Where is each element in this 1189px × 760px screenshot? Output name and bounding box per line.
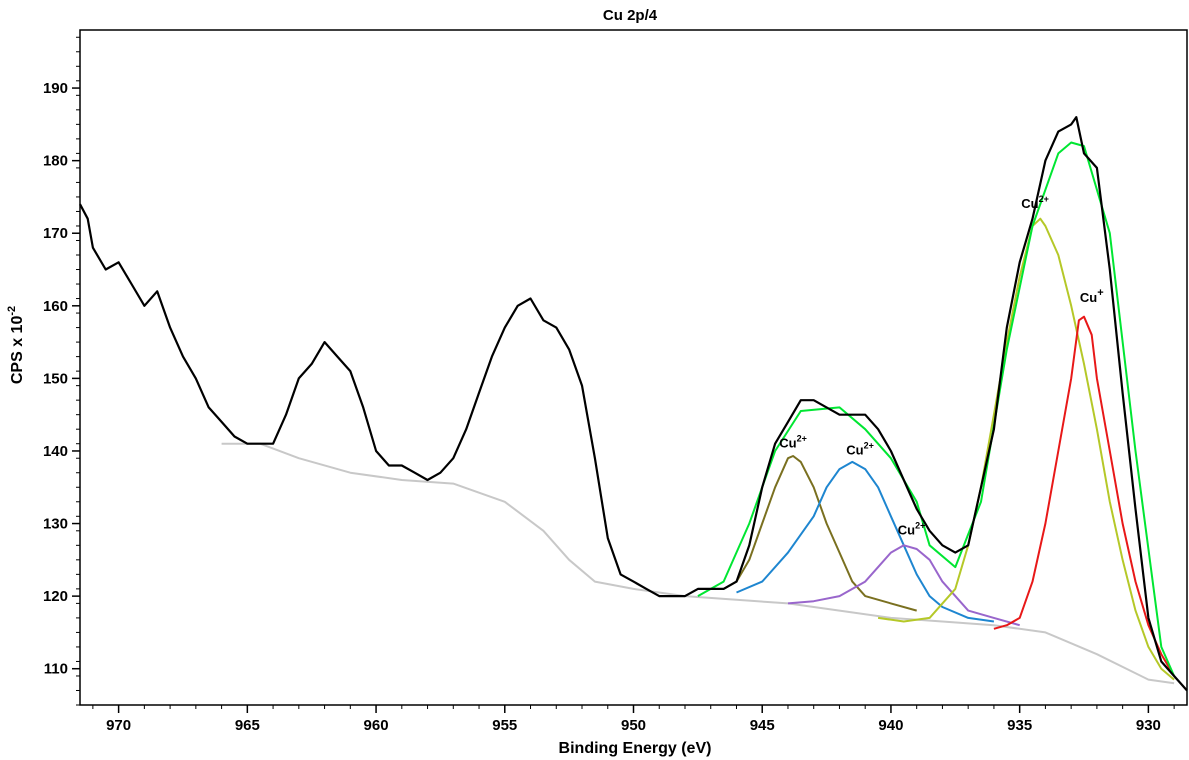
- series-line-7: [993, 315, 1175, 677]
- x-tick-label-2: 960: [364, 717, 389, 734]
- annotation-base-0: Cu: [779, 435, 796, 450]
- y-tick-label-4: 150: [43, 370, 68, 387]
- chart-title: Cu 2p/4: [603, 7, 658, 24]
- y-axis-title-base: CPS x 10: [9, 316, 26, 385]
- annotation-sup-3: 2+: [1039, 194, 1049, 204]
- x-axis-title: Binding Energy (eV): [559, 740, 712, 757]
- y-tick-label-1: 120: [43, 588, 68, 605]
- series-line-0: [79, 116, 1188, 692]
- y-tick-label-8: 190: [43, 80, 68, 97]
- x-tick-label-0: 970: [106, 717, 131, 734]
- annotation-base-1: Cu: [846, 443, 863, 458]
- y-tick-label-6: 170: [43, 225, 68, 242]
- x-tick-label-1: 965: [235, 717, 260, 734]
- annotation-layer: Cu2+Cu2+Cu2+Cu2+Cu+: [779, 194, 1103, 538]
- plot-frame: [79, 29, 1188, 706]
- annotation-sup-1: 2+: [864, 441, 874, 451]
- annotation-base-4: Cu: [1080, 290, 1097, 305]
- y-axis-title: CPS x 10-2: [6, 306, 26, 384]
- x-tick-label-7: 935: [1007, 717, 1032, 734]
- annotation-2: Cu2+: [898, 520, 926, 537]
- series-line-2: [221, 442, 1175, 685]
- x-tick-label-5: 945: [750, 717, 775, 734]
- x-tick-label-4: 950: [621, 717, 646, 734]
- y-tick-label-5: 160: [43, 298, 68, 315]
- y-tick-label-2: 130: [43, 516, 68, 533]
- series-line-4: [736, 460, 995, 623]
- annotation-base-2: Cu: [898, 522, 915, 537]
- annotation-sup-2: 2+: [915, 520, 925, 530]
- series-layer: [79, 116, 1188, 692]
- y-axis-title-exponent: -2: [6, 306, 18, 316]
- annotation-0: Cu2+: [779, 433, 807, 450]
- tick-layer: 970 965 960 955 950 945 940 935 930 110 120 130 140 1…: [43, 36, 1175, 734]
- annotation-sup-0: 2+: [797, 433, 807, 443]
- series-line-3: [723, 455, 917, 612]
- x-tick-label-8: 930: [1136, 717, 1161, 734]
- annotation-sup-4: +: [1097, 287, 1103, 299]
- annotation-4: Cu+: [1080, 287, 1104, 305]
- annotation-base-3: Cu: [1021, 196, 1038, 211]
- y-tick-label-7: 180: [43, 153, 68, 170]
- annotation-1: Cu2+: [846, 441, 874, 458]
- series-line-5: [787, 544, 1020, 627]
- y-tick-label-0: 110: [44, 661, 68, 678]
- annotation-3: Cu2+: [1021, 194, 1049, 211]
- x-tick-label-3: 955: [492, 717, 517, 734]
- x-tick-label-6: 940: [878, 717, 903, 734]
- series-line-6: [877, 217, 1175, 681]
- y-tick-label-3: 140: [43, 443, 68, 460]
